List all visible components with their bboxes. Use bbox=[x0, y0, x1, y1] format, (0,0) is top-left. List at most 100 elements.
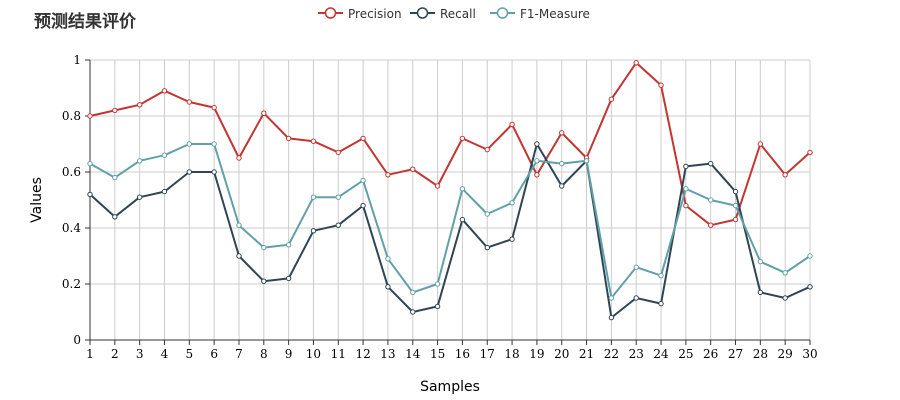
data-point-precision[interactable] bbox=[658, 82, 664, 88]
data-point-precision[interactable] bbox=[782, 172, 788, 178]
data-point-f1-measure[interactable] bbox=[211, 141, 217, 147]
data-point-precision[interactable] bbox=[484, 146, 490, 153]
data-point-precision[interactable] bbox=[707, 222, 714, 228]
data-point-precision[interactable] bbox=[285, 135, 292, 142]
data-point-recall[interactable] bbox=[236, 253, 242, 259]
data-point-recall[interactable] bbox=[285, 275, 292, 282]
data-point-f1-measure[interactable] bbox=[410, 289, 416, 296]
data-point-precision[interactable] bbox=[161, 88, 168, 94]
data-point-precision[interactable] bbox=[236, 155, 242, 161]
data-point-recall[interactable] bbox=[310, 228, 317, 234]
data-point-f1-measure[interactable] bbox=[186, 141, 193, 147]
data-point-recall[interactable] bbox=[410, 309, 416, 315]
data-point-recall[interactable] bbox=[385, 284, 391, 290]
data-point-recall[interactable] bbox=[360, 202, 366, 209]
data-point-recall[interactable] bbox=[807, 284, 813, 290]
data-point-f1-measure[interactable] bbox=[434, 281, 441, 287]
data-point-precision[interactable] bbox=[410, 166, 416, 172]
data-point-recall[interactable] bbox=[534, 141, 540, 147]
data-point-recall[interactable] bbox=[434, 303, 441, 310]
data-point-f1-measure[interactable] bbox=[683, 186, 689, 192]
data-point-f1-measure[interactable] bbox=[161, 152, 168, 158]
data-point-recall[interactable] bbox=[211, 169, 217, 175]
data-point-precision[interactable] bbox=[757, 141, 764, 147]
data-point-precision[interactable] bbox=[360, 135, 366, 142]
data-point-f1-measure[interactable] bbox=[509, 200, 515, 206]
data-point-f1-measure[interactable] bbox=[757, 258, 764, 265]
data-point-precision[interactable] bbox=[434, 183, 441, 189]
y-tick-label: 0.6 bbox=[62, 165, 81, 179]
data-point-precision[interactable] bbox=[335, 149, 341, 156]
data-point-recall[interactable] bbox=[484, 244, 490, 251]
data-point-f1-measure[interactable] bbox=[658, 272, 664, 279]
data-point-recall[interactable] bbox=[559, 183, 565, 189]
data-point-f1-measure[interactable] bbox=[807, 253, 813, 259]
data-point-f1-measure[interactable] bbox=[534, 158, 540, 164]
data-point-f1-measure[interactable] bbox=[112, 174, 118, 181]
data-point-precision[interactable] bbox=[261, 110, 267, 116]
x-tick-label: 13 bbox=[380, 347, 395, 361]
data-point-recall[interactable] bbox=[459, 216, 466, 223]
data-point-recall[interactable] bbox=[683, 163, 689, 170]
data-point-precision[interactable] bbox=[608, 96, 615, 102]
data-point-f1-measure[interactable] bbox=[484, 211, 490, 217]
data-point-precision[interactable] bbox=[136, 102, 143, 108]
data-point-precision[interactable] bbox=[385, 172, 391, 178]
data-point-recall[interactable] bbox=[136, 194, 143, 200]
data-point-precision[interactable] bbox=[683, 202, 689, 209]
data-point-f1-measure[interactable] bbox=[285, 242, 292, 248]
data-point-f1-measure[interactable] bbox=[459, 186, 466, 192]
data-point-recall[interactable] bbox=[782, 295, 788, 301]
data-point-recall[interactable] bbox=[335, 222, 341, 228]
data-point-f1-measure[interactable] bbox=[236, 222, 242, 228]
x-tick-label: 29 bbox=[778, 347, 793, 361]
data-point-f1-measure[interactable] bbox=[608, 295, 615, 301]
data-point-precision[interactable] bbox=[459, 135, 466, 142]
data-point-precision[interactable] bbox=[112, 107, 118, 114]
x-tick-label: 30 bbox=[802, 347, 817, 361]
x-tick-label: 28 bbox=[753, 347, 768, 361]
data-point-precision[interactable] bbox=[87, 113, 93, 119]
data-point-f1-measure[interactable] bbox=[385, 256, 391, 262]
data-point-precision[interactable] bbox=[211, 104, 217, 111]
data-point-recall[interactable] bbox=[633, 295, 639, 301]
data-point-recall[interactable] bbox=[732, 188, 739, 195]
data-point-precision[interactable] bbox=[732, 216, 739, 223]
data-point-f1-measure[interactable] bbox=[707, 197, 714, 203]
data-point-f1-measure[interactable] bbox=[559, 160, 565, 167]
data-point-f1-measure[interactable] bbox=[261, 244, 267, 251]
data-point-recall[interactable] bbox=[707, 160, 714, 167]
legend-item-f1-measure[interactable]: F1-Measure bbox=[490, 7, 590, 21]
data-point-f1-measure[interactable] bbox=[136, 158, 143, 164]
data-point-precision[interactable] bbox=[534, 172, 540, 178]
data-point-precision[interactable] bbox=[186, 99, 193, 105]
data-point-precision[interactable] bbox=[633, 60, 639, 66]
data-point-recall[interactable] bbox=[757, 289, 764, 296]
data-point-f1-measure[interactable] bbox=[583, 158, 590, 164]
x-tick-label: 21 bbox=[579, 347, 594, 361]
legend[interactable]: Precision Recall F1-Measure bbox=[318, 7, 590, 21]
data-point-precision[interactable] bbox=[559, 130, 565, 136]
data-point-precision[interactable] bbox=[310, 138, 317, 144]
data-point-recall[interactable] bbox=[658, 300, 664, 307]
x-tick-label: 8 bbox=[260, 347, 268, 361]
data-point-recall[interactable] bbox=[509, 236, 515, 242]
data-point-f1-measure[interactable] bbox=[633, 264, 639, 270]
data-point-f1-measure[interactable] bbox=[335, 194, 341, 200]
legend-item-recall[interactable]: Recall bbox=[410, 7, 476, 21]
data-point-precision[interactable] bbox=[807, 149, 813, 156]
data-point-f1-measure[interactable] bbox=[782, 270, 788, 276]
data-point-recall[interactable] bbox=[608, 314, 615, 321]
data-point-recall[interactable] bbox=[87, 191, 93, 198]
data-point-precision[interactable] bbox=[509, 121, 515, 128]
y-tick-label: 0.8 bbox=[62, 109, 81, 123]
data-point-f1-measure[interactable] bbox=[732, 202, 739, 209]
data-point-recall[interactable] bbox=[112, 214, 118, 220]
data-point-recall[interactable] bbox=[161, 188, 168, 195]
data-point-recall[interactable] bbox=[186, 169, 193, 175]
legend-item-precision[interactable]: Precision bbox=[318, 7, 402, 21]
data-point-f1-measure[interactable] bbox=[310, 194, 317, 200]
data-point-recall[interactable] bbox=[261, 278, 267, 284]
data-point-f1-measure[interactable] bbox=[360, 177, 366, 184]
data-point-f1-measure[interactable] bbox=[87, 160, 93, 167]
